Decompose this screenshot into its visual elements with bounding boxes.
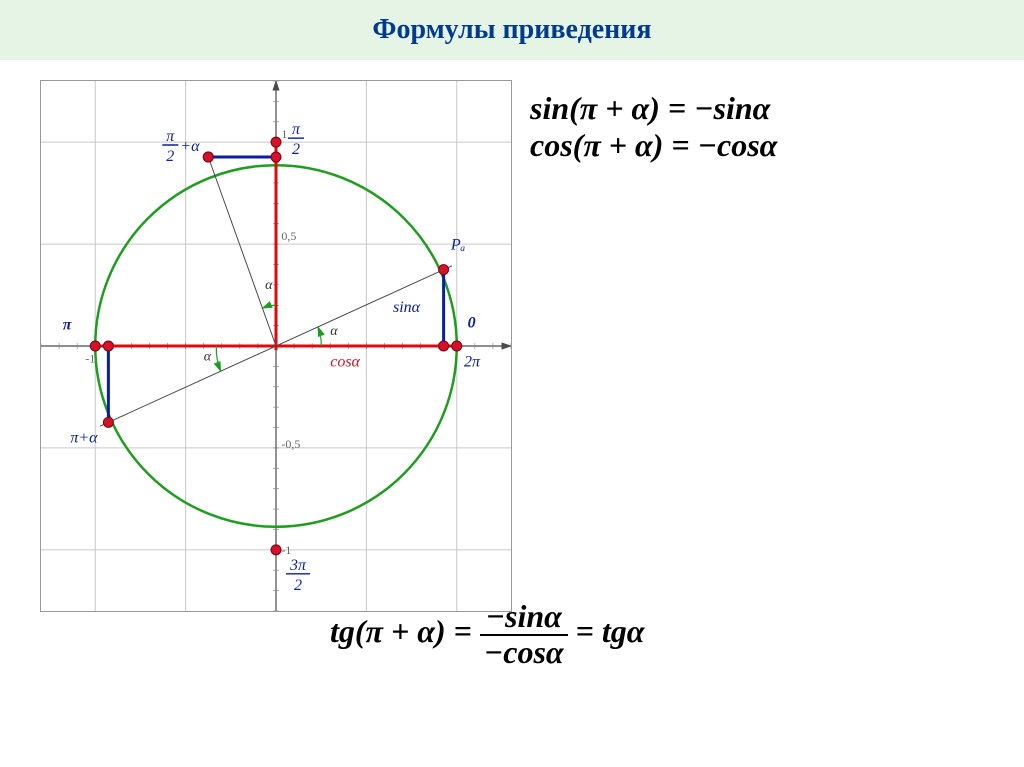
svg-text:+α: +α [180,138,200,155]
svg-text:sinα: sinα [393,299,421,316]
svg-text:-1: -1 [85,351,95,365]
svg-text:α: α [265,278,273,293]
svg-text:π: π [63,317,73,334]
svg-text:α: α [330,324,338,339]
svg-text:2: 2 [166,148,174,165]
svg-text:1: 1 [281,127,287,141]
formula-sin-line: sin(π + α) = −sinα [530,90,777,127]
svg-text:0,5: 0,5 [281,229,296,243]
svg-text:0: 0 [468,315,476,332]
svg-text:2: 2 [294,577,302,594]
svg-text:2π: 2π [464,353,481,370]
page-title-text: Формулы приведения [372,14,651,46]
formula-tan-frac: −sinα −cosα [480,600,568,669]
svg-text:π: π [292,121,301,138]
svg-text:Pₐ: Pₐ [450,236,466,253]
formula-tan-den: −cosα [480,634,568,670]
page-title: Формулы приведения [0,0,1024,60]
svg-text:-1: -1 [281,543,291,557]
svg-text:cosα: cosα [330,353,360,370]
formula-tan-rhs: = tgα [576,613,645,649]
svg-text:π: π [166,128,175,145]
formula-tan-num: −sinα [480,600,568,634]
formula-sin-cos: sin(π + α) = −sinα cos(π + α) = −cosα [530,90,777,164]
svg-text:π+α: π+α [70,430,98,447]
formula-tan: tg(π + α) = −sinα −cosα = tgα [330,600,644,669]
formula-tan-lhs: tg(π + α) = [330,613,480,649]
svg-text:3π: 3π [289,557,307,574]
unit-circle-chart: π 2 3π 2 0 2π π Pₐ sinα cosα α α α π 2 +α π+α 0,5 -0,5 1 -1 -… [40,80,512,612]
svg-text:α: α [204,349,212,364]
stage: π 2 3π 2 0 2π π Pₐ sinα cosα α α α π 2 +α π+α 0,5 -0,5 1 -1 -… [0,60,1024,767]
formula-cos-line: cos(π + α) = −cosα [530,127,777,164]
svg-text:2: 2 [292,141,300,158]
svg-text:-0,5: -0,5 [281,437,300,451]
